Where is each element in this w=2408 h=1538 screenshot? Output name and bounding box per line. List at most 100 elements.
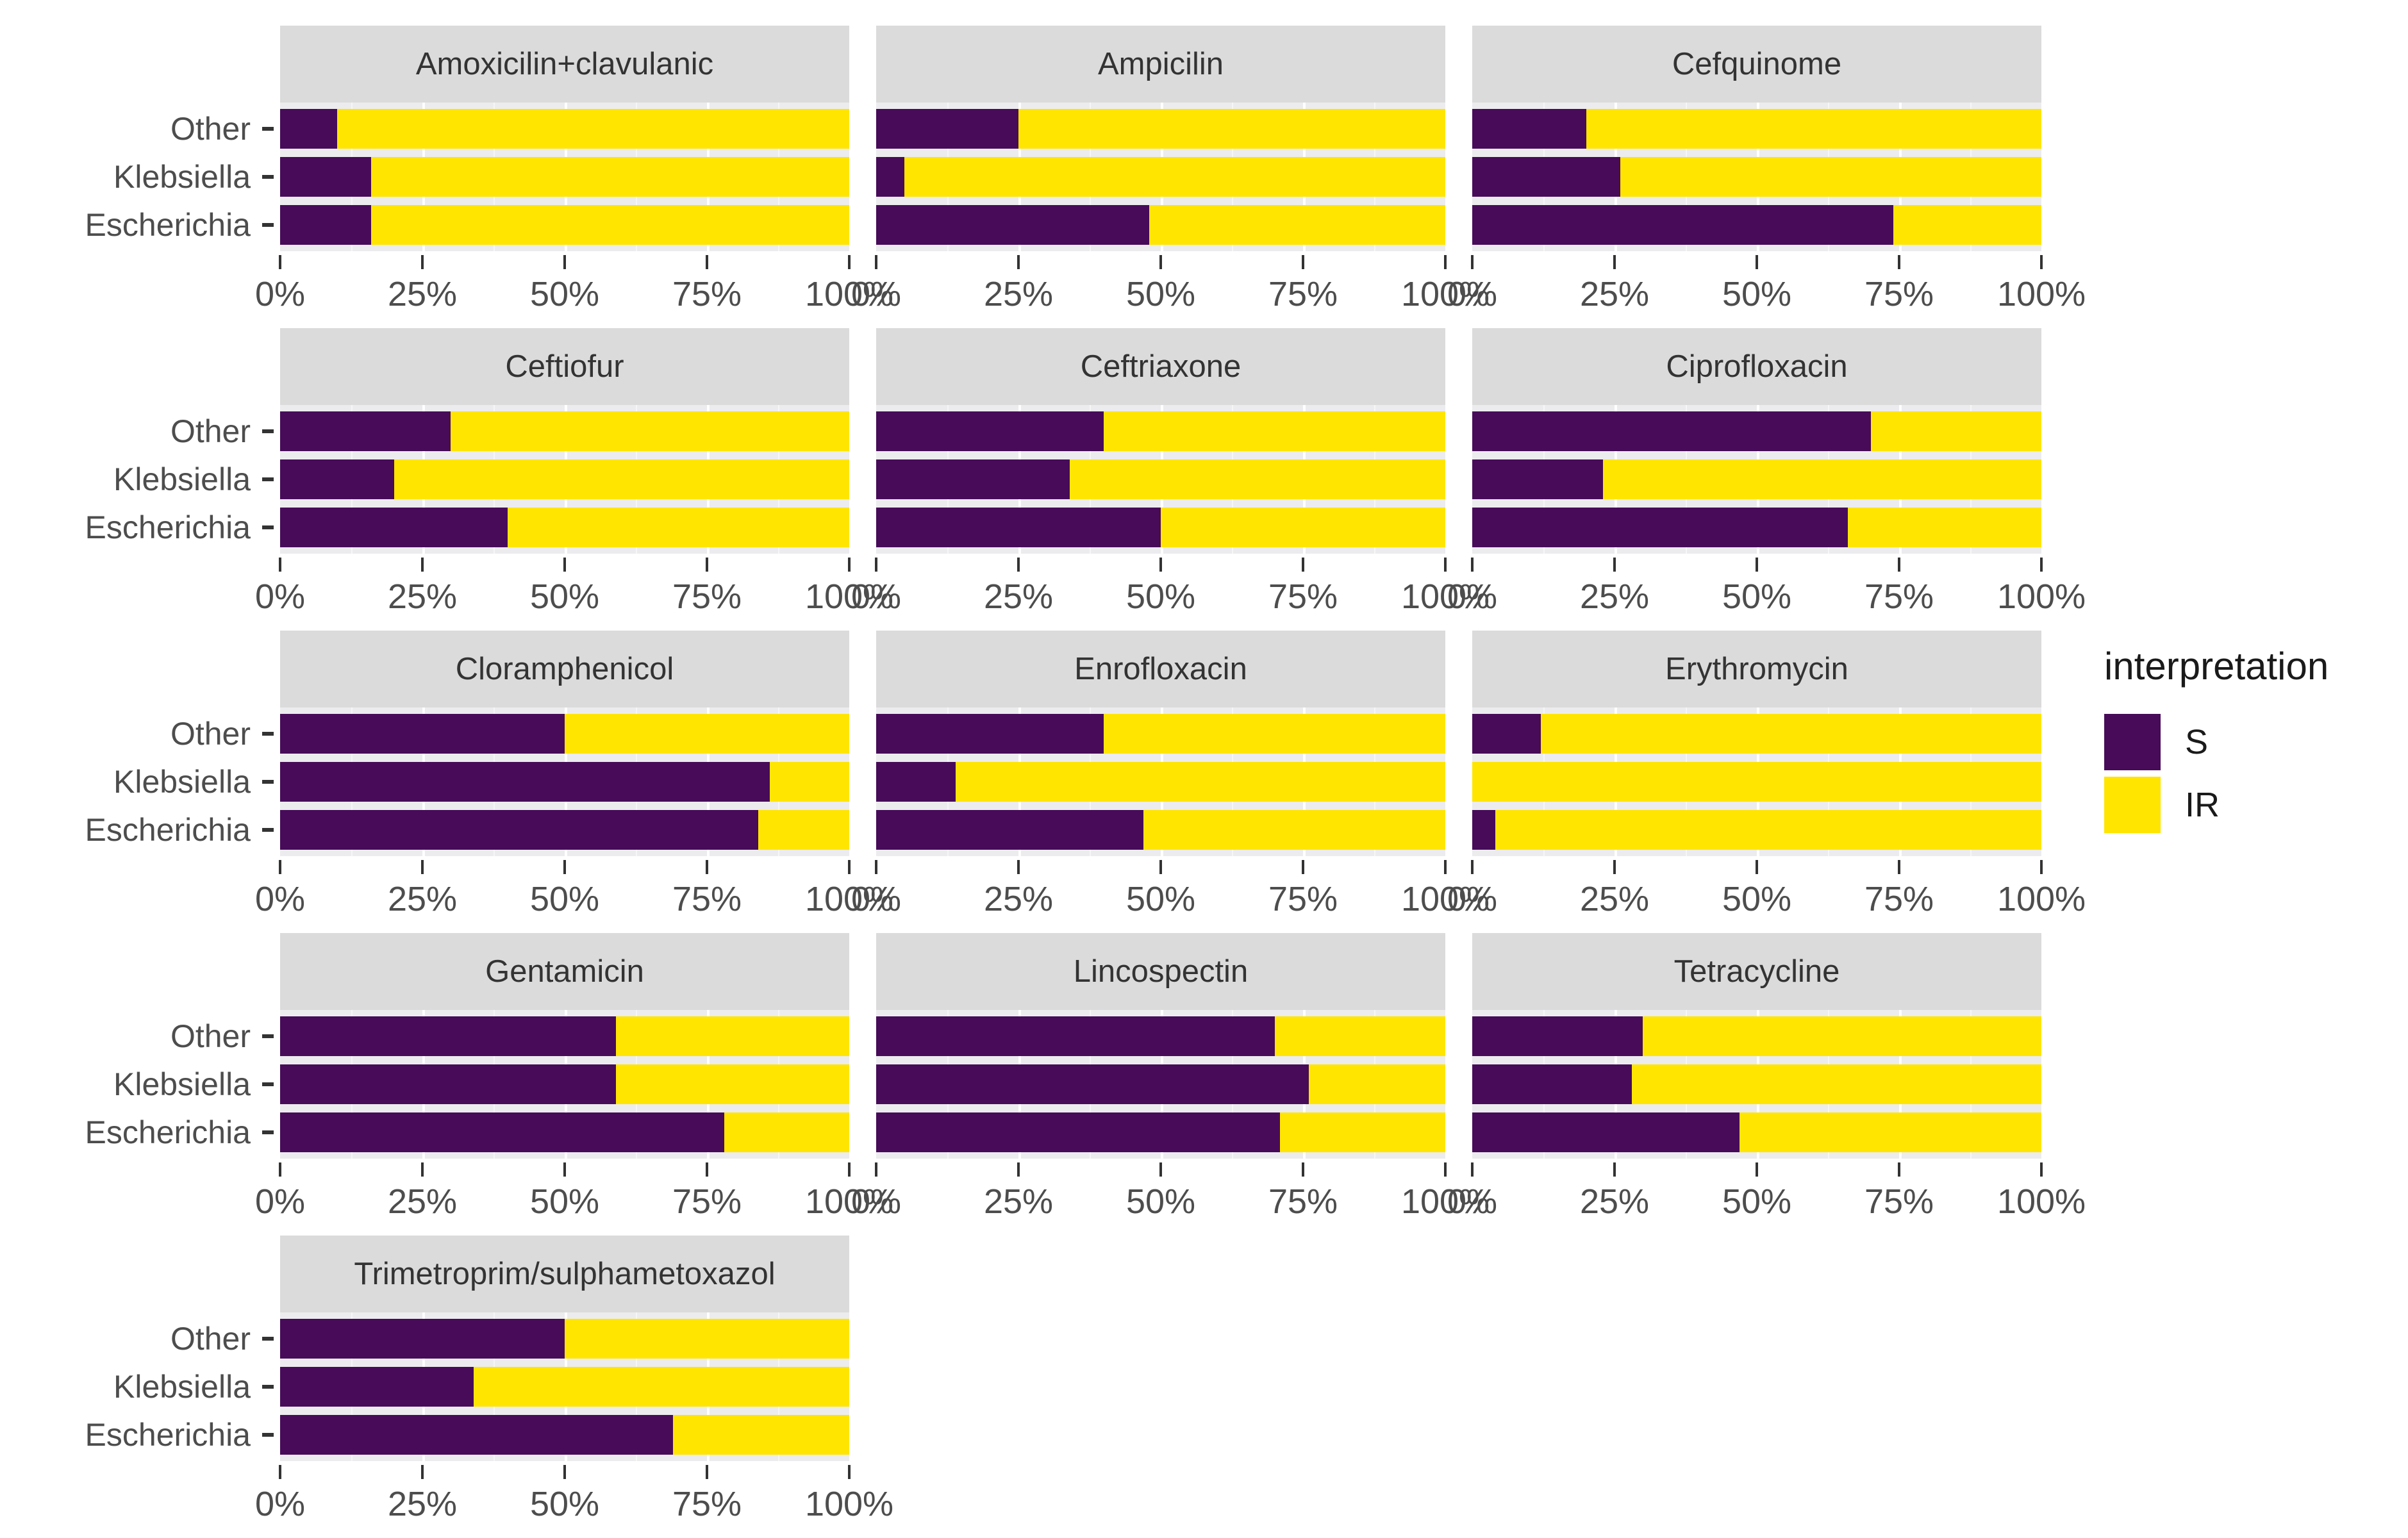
y-label-Escherichia: Escherichia	[85, 207, 251, 243]
bar-segment-S	[280, 1064, 616, 1104]
facet-panel	[280, 707, 849, 856]
x-tick-label: 25%	[1579, 880, 1650, 918]
x-tick-mark	[848, 1162, 851, 1177]
bar-segment-IR	[615, 1064, 849, 1104]
y-tick-mark	[262, 1082, 274, 1086]
x-tick-mark	[1444, 1162, 1447, 1177]
x-tick-label: 0%	[1447, 275, 1498, 313]
y-tick-mark	[262, 429, 274, 433]
x-tick-label: 100%	[1997, 1182, 2086, 1221]
x-tick-mark	[279, 860, 281, 874]
bar-segment-S	[280, 1367, 474, 1407]
facet-title: Ceftiofur	[280, 328, 849, 405]
bar-segment-S	[1472, 459, 1604, 499]
bar-Escherichia	[876, 508, 1445, 547]
y-label-Klebsiella: Klebsiella	[113, 1066, 251, 1102]
bar-segment-IR	[1274, 1016, 1445, 1056]
x-tick-mark	[1898, 860, 1900, 874]
bar-Other	[280, 411, 849, 451]
x-tick-label: 100%	[1400, 275, 1490, 313]
x-axis: 0% 25% 50% 75% 100%	[851, 1159, 1490, 1236]
bar-segment-S	[280, 157, 372, 197]
bar-Klebsiella	[876, 1064, 1445, 1104]
x-tick-mark	[279, 1162, 281, 1177]
x-tick-mark	[1302, 558, 1304, 572]
bar-Escherichia	[1472, 508, 2041, 547]
facet-title: Lincospectin	[876, 933, 1445, 1010]
x-tick-mark	[1471, 558, 1474, 572]
x-tick-label: 25%	[1579, 275, 1650, 313]
x-tick-mark	[2040, 860, 2043, 874]
facet-panel	[876, 707, 1445, 856]
x-tick-label: 25%	[983, 1182, 1054, 1221]
x-tick-mark	[1017, 1162, 1020, 1177]
facet-title: Erythromycin	[1472, 631, 2041, 707]
x-axis: 0% 25% 50% 75% 100%	[255, 251, 893, 328]
x-tick-label: 0%	[851, 1182, 902, 1221]
bar-segment-IR	[758, 810, 849, 850]
x-axis: 0% 25% 50% 75% 100%	[255, 856, 893, 933]
y-tick-mark	[262, 1337, 274, 1341]
facet-Ampicilin: Ampicilin 0% 25% 50% 75% 100%	[851, 26, 1490, 328]
x-tick-mark	[1898, 558, 1900, 572]
facet-panel	[876, 405, 1445, 554]
x-tick-label: 50%	[529, 1485, 600, 1523]
y-label-Other: Other	[170, 1321, 251, 1357]
bar-segment-IR	[1104, 714, 1445, 754]
bar-segment-IR	[1161, 508, 1445, 547]
x-tick-label: 75%	[672, 577, 742, 616]
bar-segment-S	[280, 810, 758, 850]
bar-Escherichia	[280, 508, 849, 547]
bar-segment-IR	[1143, 810, 1445, 850]
x-axis: 0% 25% 50% 75% 100%	[1447, 1159, 2086, 1236]
bar-segment-IR	[1740, 1112, 2041, 1152]
bar-segment-S	[876, 459, 1070, 499]
x-tick-mark	[1613, 860, 1616, 874]
x-tick-label: 100%	[1997, 880, 2086, 918]
bar-Klebsiella	[876, 762, 1445, 802]
bar-Klebsiella	[876, 157, 1445, 197]
bar-segment-S	[876, 157, 905, 197]
y-label-Other: Other	[170, 1018, 251, 1054]
bar-segment-IR	[473, 1367, 849, 1407]
bar-segment-S	[1472, 1016, 1643, 1056]
bar-segment-S	[280, 1415, 673, 1455]
facet-Cefquinome: Cefquinome 0% 25% 50% 75% 100%	[1447, 26, 2086, 328]
x-tick-mark	[1017, 860, 1020, 874]
facet-Amoxicilin+clavulanic: Amoxicilin+clavulanic 0% 25% 50% 75% 100%	[255, 26, 893, 328]
x-tick-mark	[279, 255, 281, 269]
x-tick-mark	[1471, 255, 1474, 269]
y-tick-mark	[262, 1385, 274, 1389]
x-tick-label: 50%	[529, 880, 600, 918]
bar-segment-IR	[371, 157, 849, 197]
legend: interpretation S IR	[2104, 644, 2329, 839]
bar-segment-IR	[672, 1415, 849, 1455]
x-tick-label: 25%	[387, 1485, 458, 1523]
facet-Cloramphenicol: Cloramphenicol 0% 25% 50% 75% 100%	[255, 631, 893, 933]
bar-segment-S	[876, 762, 956, 802]
bar-segment-IR	[769, 762, 849, 802]
x-tick-label: 75%	[672, 275, 742, 313]
bar-Klebsiella	[280, 1064, 849, 1104]
bar-segment-IR	[371, 205, 849, 245]
x-axis: 0% 25% 50% 75% 100%	[255, 554, 893, 631]
x-tick-mark	[1017, 255, 1020, 269]
bar-Other	[1472, 1016, 2041, 1056]
y-axis-labels: Other Klebsiella Escherichia	[0, 1312, 280, 1461]
x-axis: 0% 25% 50% 75% 100%	[255, 1461, 893, 1538]
bar-segment-IR	[1586, 109, 2041, 149]
x-axis: 0% 25% 50% 75% 100%	[851, 856, 1490, 933]
facet-Trimetroprim/sulphametoxazol: Trimetroprim/sulphametoxazol 0% 25% 50% 75% 1…	[255, 1236, 893, 1538]
facet-title: Enrofloxacin	[876, 631, 1445, 707]
bar-segment-IR	[1104, 411, 1445, 451]
bar-segment-S	[876, 205, 1150, 245]
x-tick-label: 50%	[1722, 275, 1792, 313]
x-tick-mark	[848, 558, 851, 572]
legend-label-s: S	[2185, 723, 2209, 761]
bar-segment-IR	[565, 714, 849, 754]
x-tick-label: 25%	[983, 880, 1054, 918]
facet-Enrofloxacin: Enrofloxacin 0% 25% 50% 75% 100%	[851, 631, 1490, 933]
bar-Escherichia	[280, 205, 849, 245]
x-tick-mark	[875, 1162, 877, 1177]
facet-title: Gentamicin	[280, 933, 849, 1010]
